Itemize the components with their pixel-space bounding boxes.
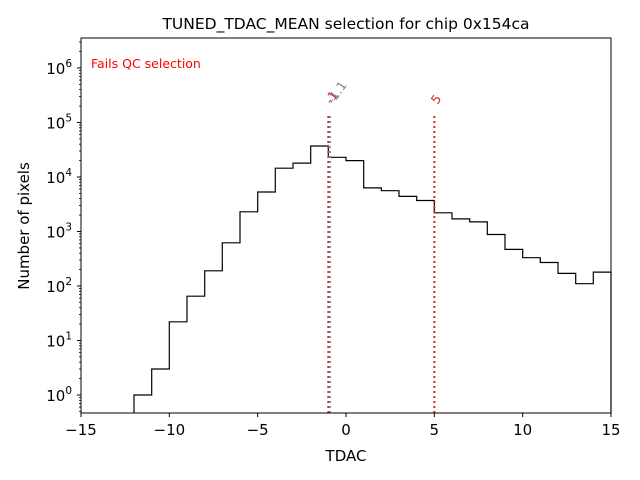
histogram-bin xyxy=(293,163,311,413)
histogram-bin xyxy=(558,273,576,413)
y-tick-label: 101 xyxy=(46,331,72,351)
histogram-bin xyxy=(328,157,346,413)
histogram-bin xyxy=(593,272,611,413)
x-tick-label: 0 xyxy=(341,421,351,439)
histogram-bin xyxy=(417,201,435,413)
x-axis-label: TDAC xyxy=(325,447,367,465)
histogram-bin xyxy=(540,262,558,413)
histogram-bin xyxy=(576,284,594,413)
y-axis-label: Number of pixels xyxy=(15,162,33,290)
qc-annotation: Fails QC selection xyxy=(91,56,201,71)
histogram-bin xyxy=(381,191,399,413)
chart-title: TUNED_TDAC_MEAN selection for chip 0x154… xyxy=(161,15,529,34)
y-tick-label: 105 xyxy=(46,112,72,132)
histogram-bin xyxy=(240,212,258,413)
histogram-bin xyxy=(275,168,293,413)
histogram-bin xyxy=(434,213,452,413)
histogram-bin xyxy=(169,322,187,413)
histogram-bin xyxy=(258,192,276,413)
x-tick-label: −10 xyxy=(154,421,186,439)
histogram-bin xyxy=(452,219,470,413)
histogram-bin xyxy=(523,258,541,413)
histogram-bin xyxy=(346,161,364,413)
histogram-bin xyxy=(222,243,240,413)
y-tick-label: 100 xyxy=(46,385,72,405)
x-tick-label: 10 xyxy=(513,421,532,439)
axes-frame xyxy=(80,37,612,414)
histogram-bin xyxy=(134,395,152,413)
histogram-outline xyxy=(133,145,612,413)
histogram-bin xyxy=(205,271,223,413)
histogram-bin xyxy=(505,249,523,413)
histogram-bin xyxy=(311,146,329,413)
y-tick-label: 103 xyxy=(46,221,72,241)
x-tick-label: −5 xyxy=(247,421,269,439)
histogram-bin xyxy=(187,296,205,413)
histogram-bin xyxy=(470,222,488,413)
histogram-bin xyxy=(152,369,170,413)
histogram-bin xyxy=(399,196,417,413)
x-tick-label: 15 xyxy=(601,421,620,439)
y-tick-label: 106 xyxy=(46,58,72,78)
histogram-bin xyxy=(487,235,505,413)
y-tick-label: 102 xyxy=(46,276,72,296)
histogram-bin xyxy=(364,188,382,413)
x-tick-label: −15 xyxy=(65,421,97,439)
x-tick-label: 5 xyxy=(430,421,440,439)
y-tick-label: 104 xyxy=(46,167,72,187)
